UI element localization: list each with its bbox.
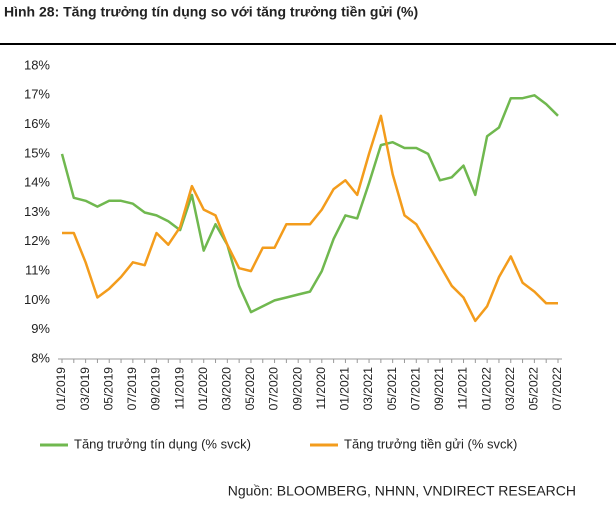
y-tick-label: 11%: [25, 263, 50, 278]
y-tick-label: 10%: [24, 292, 50, 307]
x-tick-label: 07/2020: [267, 367, 281, 411]
y-tick-label: 13%: [24, 204, 50, 219]
x-tick-label: 11/2019: [172, 367, 186, 410]
x-tick-label: 11/2020: [314, 367, 328, 410]
x-tick-label: 09/2019: [149, 367, 163, 411]
x-tick-label: 05/2019: [101, 367, 115, 411]
y-tick-label: 14%: [24, 175, 50, 190]
x-tick-label: 07/2021: [408, 367, 422, 411]
x-tick-label: 09/2021: [432, 367, 446, 411]
x-tick-label: 03/2022: [503, 367, 517, 411]
x-tick-label: 07/2022: [550, 367, 564, 411]
x-tick-label: 05/2020: [243, 367, 257, 411]
x-tick-label: 01/2021: [338, 367, 352, 411]
x-tick-label: 01/2020: [196, 367, 210, 411]
y-tick-label: 17%: [24, 87, 50, 102]
x-tick-label: 03/2019: [78, 367, 92, 411]
x-tick-label: 05/2021: [385, 367, 399, 411]
source: Nguồn: BLOOMBERG, NHNN, VNDIRECT RESEARC…: [228, 483, 576, 499]
x-tick-label: 11/2021: [456, 367, 470, 410]
legend-label: Tăng trưởng tiền gửi (% svck): [344, 436, 517, 451]
chart-title: Hình 28: Tăng trưởng tín dụng so với tăn…: [4, 4, 418, 20]
x-tick-label: 01/2019: [54, 367, 68, 411]
x-tick-label: 07/2019: [125, 367, 139, 411]
x-tick-label: 03/2021: [361, 367, 375, 411]
legend-label: Tăng trưởng tín dụng (% svck): [74, 436, 251, 451]
x-tick-label: 03/2020: [220, 367, 234, 411]
y-tick-label: 16%: [24, 116, 50, 131]
x-tick-label: 09/2020: [290, 367, 304, 411]
line-series: [62, 114, 558, 323]
y-tick-label: 18%: [24, 57, 50, 72]
y-tick-label: 9%: [31, 321, 50, 336]
x-tick-label: 05/2022: [527, 367, 541, 411]
x-tick-label: 01/2022: [479, 367, 493, 411]
y-tick-label: 8%: [31, 350, 50, 365]
y-tick-label: 15%: [24, 145, 50, 160]
line-series: [60, 94, 559, 314]
y-tick-label: 12%: [24, 233, 50, 248]
